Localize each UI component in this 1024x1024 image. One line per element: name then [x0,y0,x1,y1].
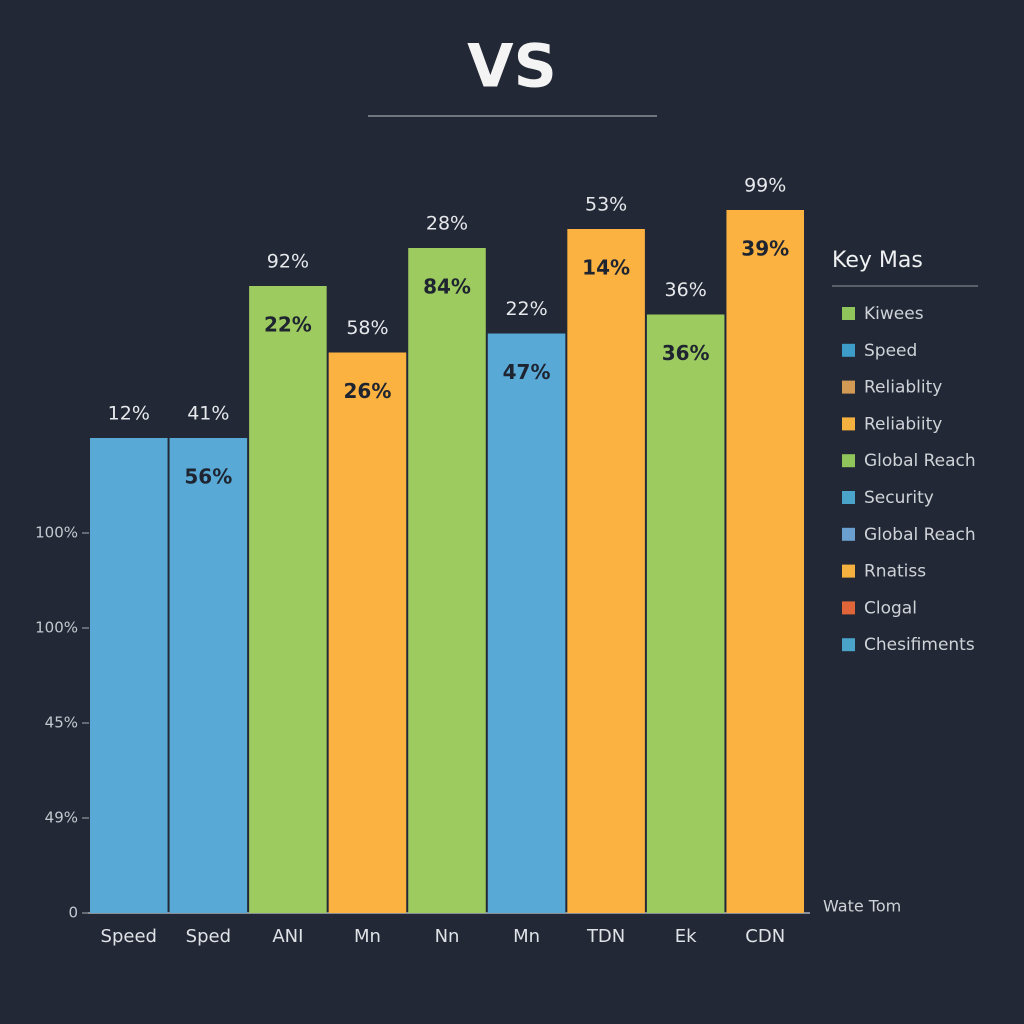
y-tick-label: 0 [68,904,78,922]
x-tick-label: Mn [513,926,540,947]
legend-swatch [842,638,855,652]
bar-label-above: 53% [585,194,627,216]
bar-label-inside: 26% [344,379,392,403]
bar-label-inside: 22% [264,313,312,337]
x-axis-label: Wate Tom [823,897,901,916]
legend-swatch [842,601,855,615]
legend-swatch [842,343,855,357]
legend-label: Kiwees [864,304,924,324]
x-tick-label: Sped [186,926,231,947]
legend-swatch [842,307,855,320]
x-tick-label: TDN [586,926,625,947]
bar-label-above: 41% [187,403,229,425]
y-tick-label: 100% [35,619,78,637]
bar-label-inside: 47% [503,360,551,384]
bar-label-above: 22% [505,298,547,320]
bar-label-above: 36% [665,279,707,301]
bar-label-inside: 14% [582,256,630,280]
x-tick-label: Speed [101,926,157,947]
bar [646,314,725,913]
bar [169,438,248,913]
legend-label: Reliablity [864,378,942,398]
bar-label-inside: 56% [184,465,232,489]
legend-swatch [842,417,855,431]
legend-label: Speed [864,341,917,361]
bar-label-above: 99% [744,175,786,197]
legend-title: Key Mas [832,248,923,273]
bar [249,286,327,913]
bar [567,229,645,913]
bar-label-above: 58% [346,317,388,339]
legend-swatch [842,491,855,504]
y-tick-label: 49% [45,809,78,827]
bar [408,248,486,913]
x-tick-label: ANI [272,926,303,947]
bar-label-above: 12% [108,403,150,425]
bar [487,333,566,913]
legend-label: Global Reach [864,525,976,545]
bar-label-inside: 36% [662,341,710,365]
legend-swatch [842,454,855,468]
bar-label-above: 28% [426,213,468,235]
legend-swatch [842,564,855,578]
x-tick-label: Ek [675,926,697,947]
legend-label: Chesifiments [864,635,975,655]
legend-label: Security [864,488,934,508]
x-tick-label: Nn [435,926,460,947]
chart-title: VS [467,32,557,102]
bar [726,210,804,913]
legend-swatch [842,380,855,394]
bar [328,352,407,913]
y-tick-label: 45% [45,714,78,732]
legend-label: Reliabiity [864,414,942,434]
bar-label-above: 92% [267,251,309,273]
legend-label: Clogal [864,598,917,618]
bar [90,438,168,913]
legend-label: Global Reach [864,451,976,471]
bar-label-inside: 39% [741,237,789,261]
x-tick-label: Mn [354,926,381,947]
bar-label-inside: 84% [423,275,471,299]
y-tick-label: 100% [35,524,78,542]
legend-swatch [842,527,855,541]
legend-label: Rnatiss [864,562,926,582]
x-tick-label: CDN [745,926,785,947]
